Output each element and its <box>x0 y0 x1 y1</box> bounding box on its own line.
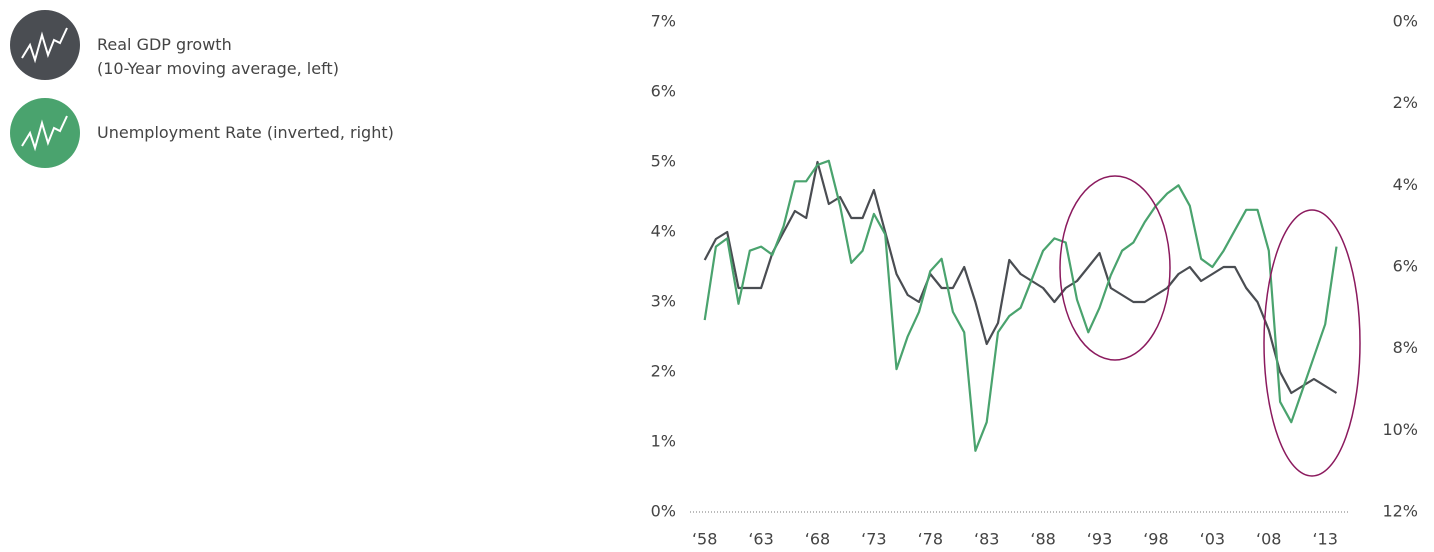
y-tick-label: 3% <box>651 292 676 311</box>
legend-icon-glyph <box>21 27 68 64</box>
y-tick-label: 7% <box>651 12 676 31</box>
legend-label: Real GDP growth (10-Year moving average,… <box>97 35 339 78</box>
x-tick-label: ‘08 <box>1256 530 1281 549</box>
legend-icons <box>10 10 80 168</box>
y-tick-label: 1% <box>651 432 676 451</box>
y-tick-label: 0% <box>651 502 676 521</box>
x-tick-label: ‘83 <box>974 530 999 549</box>
series-line <box>703 159 1338 452</box>
series-line <box>703 160 1338 395</box>
y-tick-label: 5% <box>651 152 676 171</box>
x-tick-label: ‘98 <box>1143 530 1168 549</box>
y-tick-label: 4% <box>651 222 676 241</box>
highlight-ellipse <box>1059 175 1171 361</box>
x-tick-label: ‘63 <box>748 530 773 549</box>
x-tick-label: ‘13 <box>1312 530 1337 549</box>
x-tick-label: ‘68 <box>805 530 830 549</box>
legend-icon-glyph <box>21 115 68 152</box>
plot: 0% 1% 2% 3% 4% 5% 6% 7% 0% 2% 4% 6% 8% 10% 12% ‘58 ‘63 ‘6… <box>651 12 1418 549</box>
y2-tick-label: 8% <box>1393 338 1418 357</box>
x-tick-label: ‘03 <box>1200 530 1225 549</box>
legend-label: Unemployment Rate (inverted, right) <box>97 123 394 142</box>
x-tick-label: ‘58 <box>692 530 717 549</box>
y2-tick-label: 4% <box>1393 175 1418 194</box>
y2-tick-label: 2% <box>1393 93 1418 112</box>
y2-tick-label: 12% <box>1382 502 1418 521</box>
highlight-ellipse <box>1263 209 1361 477</box>
y2-tick-label: 6% <box>1393 257 1418 276</box>
x-tick-label: ‘78 <box>918 530 943 549</box>
x-tick-label: ‘73 <box>861 530 886 549</box>
x-tick-label: ‘93 <box>1087 530 1112 549</box>
y2-tick-label: 10% <box>1382 420 1418 439</box>
y2-tick-label: 0% <box>1393 12 1418 31</box>
x-tick-label: ‘88 <box>1030 530 1055 549</box>
y-tick-label: 6% <box>651 82 676 101</box>
y-tick-label: 2% <box>651 362 676 381</box>
